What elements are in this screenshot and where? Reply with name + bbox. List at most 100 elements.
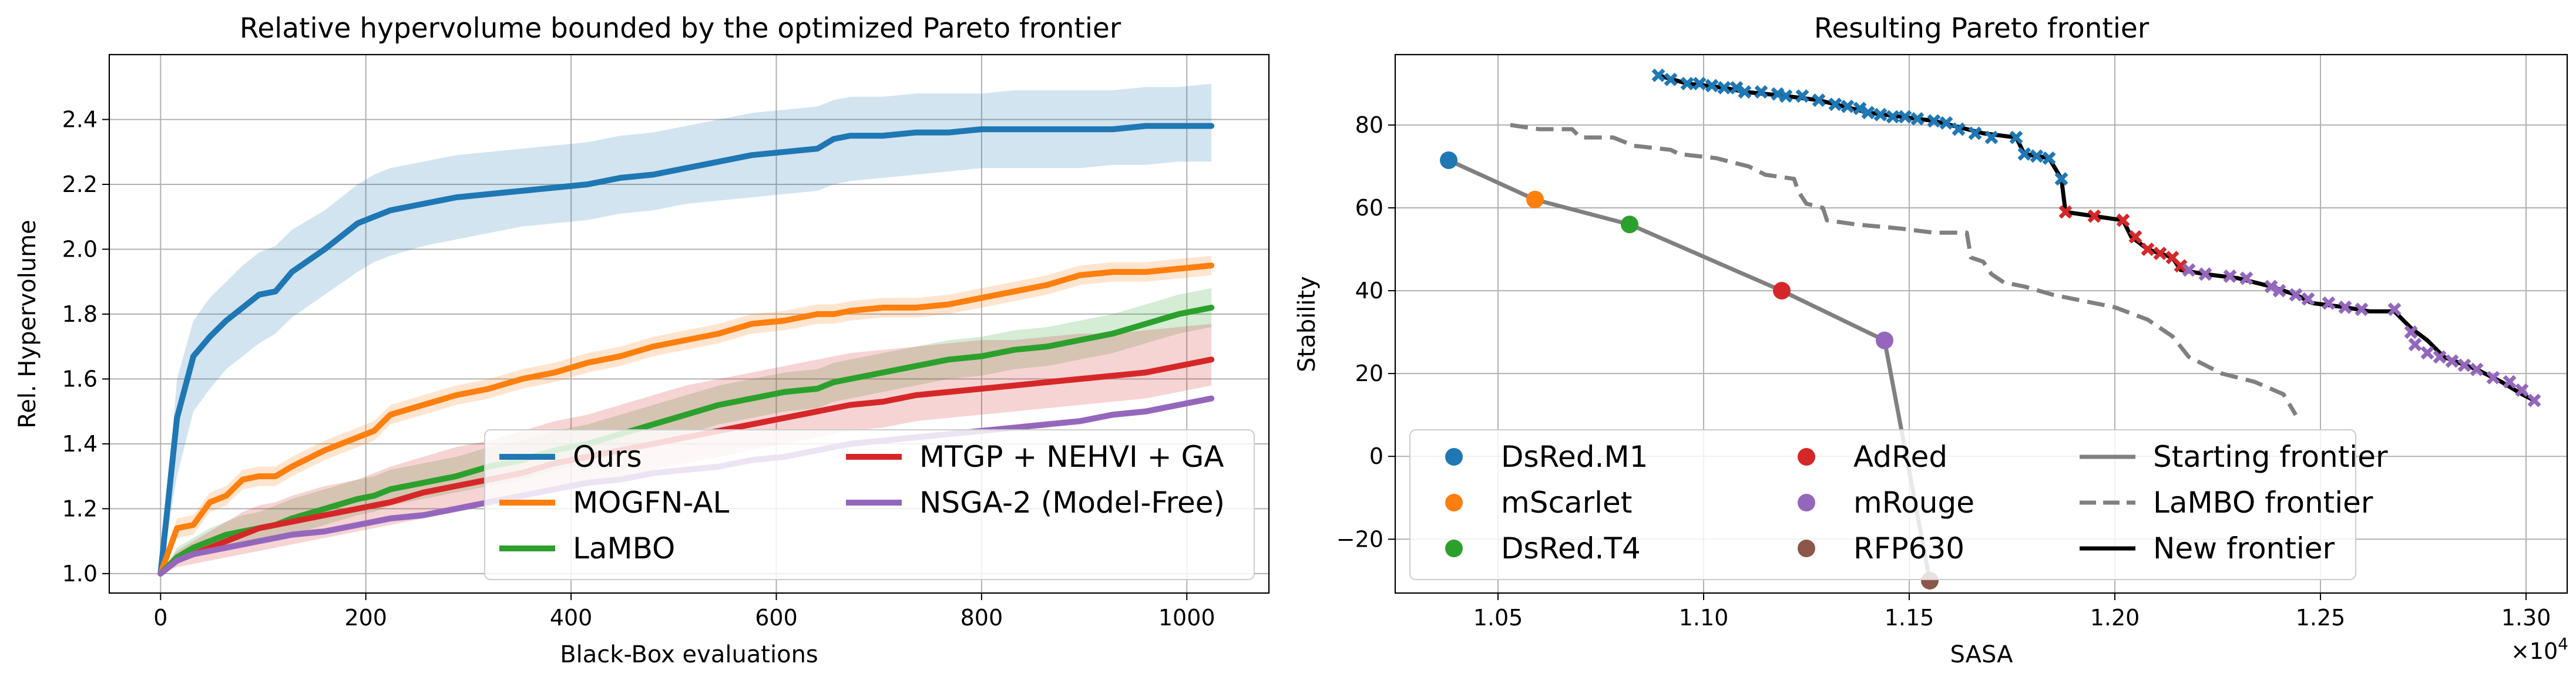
legend-label-dsred-t4: DsRed.T4 [1501, 531, 1641, 565]
new-point-blue [2030, 149, 2044, 163]
reference-point-mscarlet [1526, 190, 1544, 208]
new-point-purple [2223, 269, 2237, 283]
pareto-axes-frame [1394, 53, 2568, 594]
new-point-purple [2322, 296, 2336, 310]
legend-label-rfp630: RFP630 [1853, 531, 1964, 565]
pareto-x-ticks: 1.05 1.10 1.15 1.20 1.25 1.30 [1473, 593, 2551, 631]
new-point-blue [1910, 112, 1925, 126]
reference-point-dsred-m1 [1440, 151, 1457, 169]
new-point-blue [1841, 99, 1855, 113]
legend-marker-adred [1798, 448, 1815, 466]
y-tick-label: −20 [1336, 526, 1383, 552]
new-point-blue [1680, 76, 1694, 90]
y-tick-label: 1.6 [62, 366, 98, 392]
line-mogfn-al [157, 262, 1215, 577]
new-point-blue [1795, 89, 1809, 103]
legend-marker-mrouge [1798, 494, 1815, 511]
new-point-red [2058, 205, 2073, 219]
pareto-reference-proteins [1440, 151, 1939, 590]
legend-label-adred: AdRed [1853, 440, 1947, 474]
hypervolume-y-ticks: 1.0 1.2 1.4 1.6 1.8 2.0 2.2 2.4 [62, 106, 109, 587]
new-point-purple [2486, 371, 2500, 385]
new-point-purple [2420, 346, 2434, 360]
legend-label-lambo-frontier: LaMBO frontier [2153, 486, 2373, 520]
y-tick-label: 1.0 [62, 561, 98, 587]
x-tick-label: 1000 [1158, 605, 1215, 631]
new-point-blue [2054, 172, 2068, 186]
new-point-purple [2470, 362, 2484, 376]
pareto-x-axis-label: SASA [1950, 641, 2014, 668]
x-tick-label: 1.15 [1885, 605, 1934, 631]
line-ours [157, 123, 1215, 577]
x-tick-label: 1.20 [2090, 605, 2140, 631]
new-point-purple [2387, 302, 2402, 316]
y-tick-label: 0 [1369, 443, 1383, 469]
new-point-red [2174, 259, 2188, 273]
new-point-purple [2198, 267, 2212, 281]
frontier-starting-frontier [1447, 158, 1932, 581]
new-point-purple [2239, 271, 2253, 285]
new-point-purple [2301, 292, 2315, 306]
new-point-purple [2515, 383, 2529, 397]
legend-label-new-frontier: New frontier [2153, 531, 2335, 565]
y-tick-label: 1.2 [62, 496, 98, 521]
new-point-blue [1729, 80, 1744, 95]
new-point-purple [2264, 279, 2278, 294]
x-tick-label: 200 [344, 605, 387, 631]
new-point-blue [1927, 114, 1941, 128]
new-point-blue [1779, 89, 1793, 103]
hypervolume-x-axis-label: Black-Box evaluations [560, 641, 818, 668]
x-tick-label: 600 [755, 605, 798, 631]
new-point-blue [1952, 122, 1966, 136]
legend-marker-mscarlet [1445, 494, 1463, 511]
frontier-lambo-frontier [1510, 123, 2298, 416]
new-point-purple [2457, 358, 2471, 372]
legend-label-mscarlet: mScarlet [1501, 486, 1632, 520]
legend-label-starting-frontier: Starting frontier [2153, 440, 2388, 474]
new-point-blue [1692, 76, 1707, 90]
y-tick-label: 80 [1355, 112, 1383, 138]
new-point-blue [1939, 116, 1953, 130]
reference-point-mrouge [1876, 331, 1893, 349]
legend-label-nsga-2-model-free: NSGA-2 (Model-Free) [919, 486, 1225, 520]
new-point-blue [2017, 147, 2031, 161]
x-tick-label: 400 [550, 605, 593, 631]
new-point-blue [1853, 102, 1867, 116]
new-point-blue [1861, 106, 1875, 120]
legend-label-mtgp-nehvi-ga: MTGP + NEHVI + GA [919, 440, 1224, 474]
y-tick-label: 1.8 [62, 301, 98, 327]
x-tick-label: 1.25 [2296, 605, 2346, 631]
y-tick-label: 60 [1355, 195, 1383, 221]
y-tick-label: 20 [1355, 361, 1383, 386]
y-tick-label: 2.0 [62, 236, 98, 262]
pareto-panel: Resulting Pareto frontier 1.05 1.10 1.15 1.… [1294, 12, 2568, 668]
new-point-blue [2042, 151, 2056, 165]
reference-point-dsred-t4 [1621, 215, 1638, 234]
new-point-purple [2527, 393, 2541, 408]
new-point-blue [1968, 126, 1982, 140]
pareto-legend-box [1409, 429, 2356, 580]
new-point-red [2087, 209, 2101, 223]
pareto-new-points [1651, 68, 2541, 408]
legend-marker-rfp630 [1798, 540, 1815, 557]
pareto-y-axis-label: Stability [1294, 276, 1321, 372]
new-point-purple [2445, 354, 2459, 368]
new-point-blue [1812, 93, 1826, 107]
hypervolume-axes-frame [108, 53, 1270, 594]
new-point-blue [1705, 79, 1719, 93]
pareto-legend: DsRed.M1 mScarlet DsRed.T4 AdRed mRouge RFP63… [1409, 429, 2388, 580]
new-point-purple [2404, 325, 2418, 339]
pareto-x-multiplier-exponent: 4 [2558, 634, 2568, 654]
new-point-purple [2503, 375, 2517, 389]
new-point-purple [2182, 263, 2196, 277]
hypervolume-chart-title: Relative hypervolume bounded by the opti… [240, 12, 1121, 45]
hypervolume-x-ticks: 0 200 400 600 800 1000 [153, 593, 1215, 631]
x-tick-label: 0 [153, 605, 167, 631]
pareto-x-multiplier: ×104 [2511, 634, 2568, 664]
pareto-y-ticks: −20 0 20 40 60 80 [1336, 112, 1395, 552]
legend-label-dsred-m1: DsRed.M1 [1501, 440, 1648, 474]
new-point-blue [1984, 130, 1999, 144]
frontier-new-frontier [1658, 73, 2535, 403]
new-point-blue [1828, 97, 1842, 112]
